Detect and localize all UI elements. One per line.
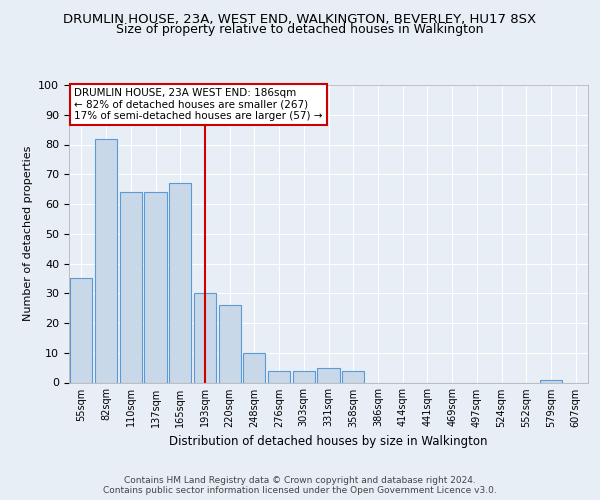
Text: Contains public sector information licensed under the Open Government Licence v3: Contains public sector information licen…	[103, 486, 497, 495]
X-axis label: Distribution of detached houses by size in Walkington: Distribution of detached houses by size …	[169, 435, 488, 448]
Bar	[119, 192, 142, 382]
Bar	[540, 380, 562, 382]
Bar	[194, 293, 216, 382]
Text: DRUMLIN HOUSE, 23A WEST END: 186sqm
← 82% of detached houses are smaller (267)
1: DRUMLIN HOUSE, 23A WEST END: 186sqm ← 82…	[74, 88, 323, 121]
Text: Size of property relative to detached houses in Walkington: Size of property relative to detached ho…	[116, 22, 484, 36]
Bar	[268, 370, 290, 382]
Bar	[145, 192, 167, 382]
Text: Contains HM Land Registry data © Crown copyright and database right 2024.: Contains HM Land Registry data © Crown c…	[124, 476, 476, 485]
Bar	[169, 183, 191, 382]
Text: DRUMLIN HOUSE, 23A, WEST END, WALKINGTON, BEVERLEY, HU17 8SX: DRUMLIN HOUSE, 23A, WEST END, WALKINGTON…	[64, 12, 536, 26]
Bar	[243, 353, 265, 382]
Bar	[317, 368, 340, 382]
Y-axis label: Number of detached properties: Number of detached properties	[23, 146, 33, 322]
Bar	[293, 370, 315, 382]
Bar	[70, 278, 92, 382]
Bar	[95, 138, 117, 382]
Bar	[218, 305, 241, 382]
Bar	[342, 370, 364, 382]
